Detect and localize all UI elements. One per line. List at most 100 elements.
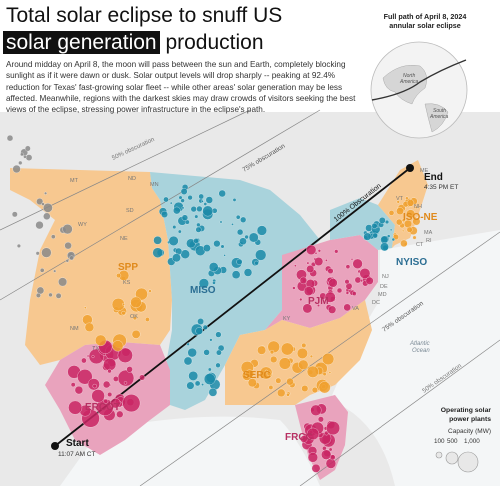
solar-plant-dot [300,435,308,443]
solar-plant-dot [314,251,318,255]
solar-plant-dot [306,365,319,378]
solar-plant-dot [328,371,332,374]
solar-plant-dot [328,305,337,314]
solar-plant-dot [74,385,84,395]
solar-plant-dot [306,244,317,255]
state-label-nd: ND [128,176,136,182]
solar-plant-dot [201,383,204,386]
solar-plant-dot [195,327,203,335]
solar-plant-dot [326,421,340,436]
solar-plant-dot [325,259,328,262]
solar-plant-dot [196,222,201,228]
solar-plant-dot [121,310,126,316]
state-label-mn: MN [150,182,159,188]
intro-paragraph: Around midday on April 8, the moon will … [6,60,356,115]
state-label-md: MD [378,292,387,298]
solar-plant-dot [77,369,93,385]
solar-plant-dot [324,291,336,303]
solar-plant-dot [239,237,247,246]
solar-plant-dot [400,239,408,248]
solar-plant-dot [414,206,418,209]
solar-plant-dot [180,198,185,203]
solar-plant-dot [380,242,389,252]
solar-plant-dot [406,209,416,219]
solar-plant-dot [406,226,413,233]
state-label-ma: MA [424,230,433,236]
end-marker [406,164,414,172]
solar-plant-dot [107,368,112,374]
label-iso-ne: ISO-NE [403,212,438,223]
state-label-nh: NH [414,204,422,210]
solar-plant-dot [365,276,374,285]
solar-plant-dot [240,216,247,223]
start-marker [51,442,59,450]
solar-plant-dot [318,381,331,394]
inset-south-america: South America [429,108,449,120]
solar-plant-dot [62,224,73,235]
solar-plant-dot [256,225,267,236]
solar-plant-dot [378,217,386,224]
solar-plant-dot [317,304,320,307]
page-title: Total solar eclipse to snuff US solar ge… [3,2,306,56]
solar-plant-dot [43,203,53,213]
solar-plant-dot [352,291,357,296]
solar-plant-dot [395,218,403,226]
solar-plant-dot [163,196,169,203]
atlantic-ocean [330,230,500,486]
solar-plant-dot [345,291,350,295]
solar-plant-dot [148,289,152,293]
solar-plant-dot [187,195,193,201]
solar-plant-dot [345,264,351,269]
solar-plant-dot [188,371,199,381]
solar-plant-dot [298,359,309,370]
solar-plant-dot [132,316,137,321]
solar-plant-dot [168,235,179,246]
solar-plant-dot [123,381,128,385]
solar-plant-dot [58,277,68,287]
solar-plant-dot [294,264,297,267]
state-label-me: ME [420,168,429,174]
legend-title-2: power plants [449,416,491,423]
solar-plant-dot [172,253,181,263]
solar-plant-dot [215,331,222,338]
state-label-mt: MT [70,178,79,184]
solar-plant-dot [317,416,324,423]
solar-plant-dot [122,394,141,413]
end-time: 4:35 PM ET [424,184,458,191]
solar-plant-dot [41,247,52,258]
solar-plant-dot [280,342,294,356]
solar-plant-dot [122,302,125,306]
title-line-2-rest: production [159,31,264,54]
solar-plant-dot [35,251,40,256]
solar-plant-dot [208,262,219,272]
inset-globe: North America South America [370,41,468,139]
solar-plant-dot [39,268,45,273]
end-label: End [424,172,443,183]
solar-plant-dot [231,223,234,226]
inset-north-america: North America [399,73,419,85]
solar-plant-dot [196,205,203,212]
state-label-nm: NM [70,326,79,332]
solar-plant-dot [178,195,183,200]
inset-caption: Full path of April 8, 2024 annular solar… [372,12,478,30]
solar-plant-dot [197,318,204,325]
solar-plant-dot [314,257,324,266]
legend-subtitle: Capacity (MW) [448,428,491,435]
solar-plant-dot [110,398,121,409]
label-frcc: FRCC [285,432,313,443]
solar-plant-dot [198,193,204,200]
state-label-sd: SD [126,208,134,214]
state-label-de: DE [380,284,388,290]
obscuration-75-bottom-line [139,231,500,486]
solar-plant-dot [43,212,51,220]
solar-plant-dot [126,366,133,373]
obscuration-50-line [0,109,251,231]
solar-plant-dot [70,382,76,388]
solar-plant-dot [269,349,275,355]
legend-title-1: Operating solar [441,407,492,414]
solar-plant-dot [296,347,308,359]
solar-plant-dot [352,258,363,269]
solar-plant-dot [95,334,107,347]
solar-plant-dot [334,249,339,254]
solar-plant-dot [173,206,181,215]
